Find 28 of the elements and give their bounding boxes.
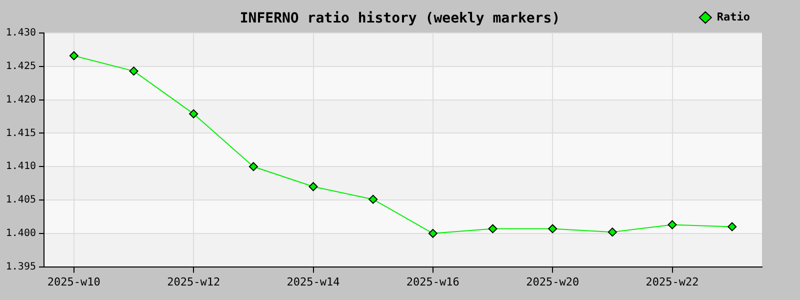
y-tick-label: 1.410 <box>6 161 36 172</box>
x-tick-label: 2025-w14 <box>286 275 340 288</box>
x-tick-label: 2025-w12 <box>167 275 220 288</box>
x-tick-label: 2025-w22 <box>646 275 699 288</box>
point <box>69 51 78 60</box>
x-tick-label: 2025-w20 <box>526 275 580 288</box>
point <box>129 66 138 76</box>
point <box>189 109 198 118</box>
point <box>368 194 378 204</box>
point <box>248 162 258 172</box>
point <box>488 224 498 234</box>
y-tick-label: 1.420 <box>6 94 36 106</box>
y-tick-label: 1.415 <box>6 128 36 139</box>
x-tick-label: 2025-w16 <box>406 275 460 288</box>
x-tick-label: 2025-w10 <box>47 275 100 288</box>
point <box>548 224 558 234</box>
y-tick-label: 1.405 <box>6 194 36 206</box>
point <box>608 228 617 237</box>
point <box>308 182 318 192</box>
point <box>728 222 737 232</box>
y-tick-label: 1.395 <box>6 261 36 272</box>
legend-label: Ratio <box>716 10 750 24</box>
y-tick-label: 1.425 <box>6 60 36 72</box>
point <box>668 220 677 230</box>
y-tick-label: 1.430 <box>6 28 36 39</box>
chart-title: INFERNO ratio history (weekly markers) <box>240 10 560 27</box>
y-tick-label: 1.400 <box>6 228 36 239</box>
point <box>428 228 438 238</box>
